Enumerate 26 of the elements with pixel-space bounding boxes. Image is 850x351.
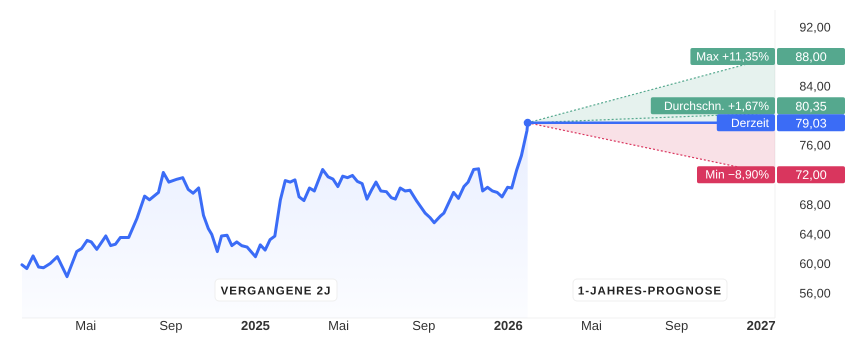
- data-label: 80,35: [795, 99, 827, 114]
- y-tick-label: 84,00: [799, 80, 831, 94]
- annotation: VERGANGENE 2J: [220, 286, 332, 298]
- x-tick-label: Sep: [665, 318, 688, 333]
- y-tick-label: 60,00: [799, 256, 831, 271]
- x-tick-label: Sep: [159, 318, 183, 333]
- series-label: Durchschn. +1,67%: [664, 98, 770, 113]
- data-label: 79,03: [795, 116, 827, 130]
- y-tick-label: 92,00: [799, 20, 831, 34]
- series-label: Min −8,90%: [705, 168, 770, 182]
- annotation: 1-JAHRES-PROGNOSE: [578, 286, 722, 298]
- data-label: 88,00: [795, 50, 827, 64]
- x-tick-label: Mai: [328, 318, 350, 333]
- x-tick-label: Mai: [75, 318, 96, 333]
- y-tick-label: 68,00: [799, 198, 831, 212]
- x-tick-label: Mai: [580, 318, 602, 333]
- y-tick-label: 64,00: [799, 227, 831, 242]
- x-tick-label: 2025: [240, 318, 270, 333]
- data-label: 72,00: [795, 168, 827, 182]
- x-tick-label: 2026: [494, 318, 523, 333]
- x-tick-label: Sep: [412, 318, 436, 333]
- x-tick-label: 2027: [746, 318, 776, 333]
- series-label: Max +11,35%: [696, 50, 770, 64]
- series-label: Derzeit: [730, 116, 770, 130]
- y-tick-label: 56,00: [799, 286, 831, 300]
- y-tick-label: 76,00: [799, 138, 831, 153]
